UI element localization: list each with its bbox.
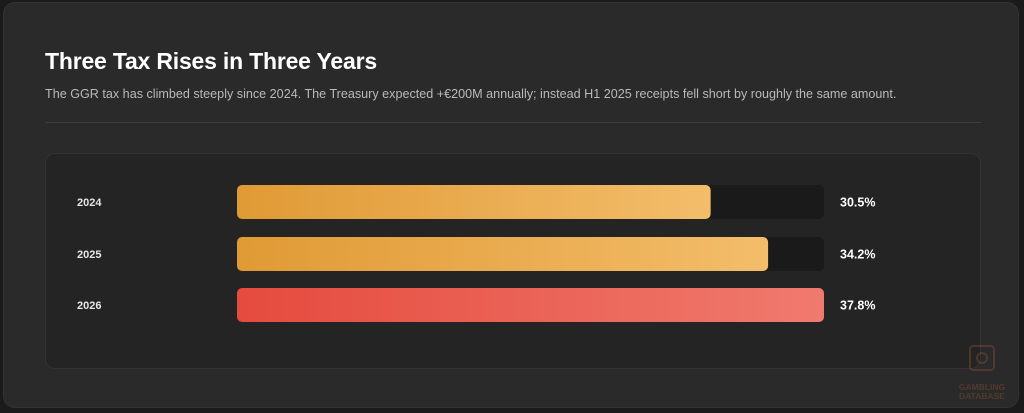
bar-2025 xyxy=(237,237,769,271)
gambling-database-logo: GAMBLING DATABASE xyxy=(952,345,1012,407)
category-label-2024: 2024 xyxy=(77,197,102,209)
chart-panel: 2024 30.5% 2025 34.2% 2026 37.8% xyxy=(45,153,981,369)
value-label-2024: 30.5% xyxy=(840,196,875,210)
roulette-icon xyxy=(969,345,995,371)
bar-chart: 2024 30.5% 2025 34.2% 2026 37.8% xyxy=(77,185,875,322)
page-title: Three Tax Rises in Three Years xyxy=(45,48,377,74)
bar-2026 xyxy=(237,288,824,322)
bar-2024 xyxy=(237,185,711,219)
chart-card: Three Tax Rises in Three Years The GGR t… xyxy=(3,2,1019,408)
logo-line-1: GAMBLING xyxy=(958,382,1006,392)
divider xyxy=(45,122,981,123)
category-label-2026: 2026 xyxy=(77,300,101,312)
value-label-2025: 34.2% xyxy=(840,248,875,262)
category-label-2025: 2025 xyxy=(77,249,101,261)
page-subtitle: The GGR tax has climbed steeply since 20… xyxy=(45,87,897,101)
value-label-2026: 37.8% xyxy=(840,299,875,313)
logo-line-2: DATABASE xyxy=(959,391,1005,401)
